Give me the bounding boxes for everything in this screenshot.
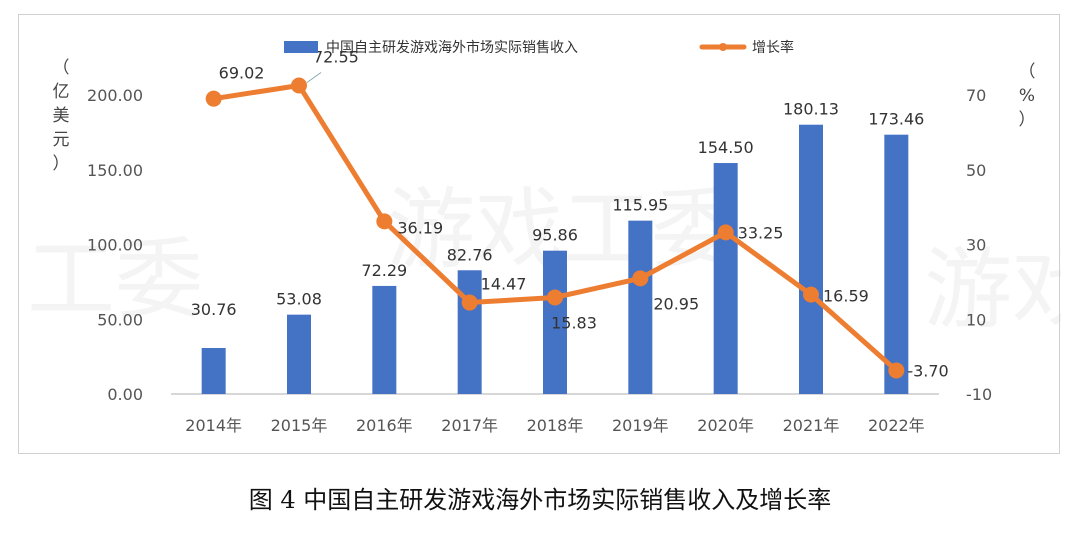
bar-7	[713, 163, 738, 394]
growth-rate-point-8	[803, 286, 819, 303]
bar-9	[884, 134, 909, 394]
growth-value-label: -3.70	[907, 361, 948, 380]
right-axis-title-char: ）	[1019, 110, 1036, 130]
growth-rate-point-6	[632, 270, 649, 287]
bar-value-label: 30.76	[191, 300, 237, 319]
left-axis-tick-label: 150.00	[87, 161, 143, 180]
bar-value-label: 72.29	[361, 261, 407, 280]
bar-value-label: 82.76	[447, 245, 493, 264]
right-axis-tick-label: -10	[966, 385, 992, 404]
growth-rate-point-9	[888, 362, 905, 379]
growth-value-label: 33.25	[738, 223, 784, 242]
x-axis-category-label: 2020年	[697, 416, 754, 435]
growth-rate-point-7	[717, 224, 734, 241]
growth-rate-point-2	[291, 77, 307, 94]
growth-rate-point-3	[376, 213, 393, 230]
x-axis-category-label: 2014年	[185, 416, 242, 435]
bar-value-label: 173.46	[868, 110, 924, 129]
left-axis-tick-label: 0.00	[107, 385, 143, 404]
left-axis-title-char: ）	[53, 154, 70, 174]
figure-caption: 图 4 中国自主研发游戏海外市场实际销售收入及增长率	[248, 486, 832, 514]
bar-5	[543, 250, 567, 394]
x-axis-category-label: 2019年	[612, 416, 669, 435]
left-axis-tick-label: 200.00	[87, 86, 143, 105]
growth-value-label: 16.59	[823, 287, 869, 306]
left-axis-title-char: 美	[53, 106, 70, 126]
right-axis-title-char: %	[1019, 86, 1035, 106]
left-axis-title-char: 亿	[53, 82, 70, 102]
bar-4	[457, 270, 482, 394]
bar-value-label: 115.95	[612, 196, 668, 215]
bar-value-label: 53.08	[276, 290, 322, 309]
x-axis-category-label: 2022年	[868, 416, 925, 435]
x-axis-category-label: 2018年	[527, 416, 584, 435]
growth-value-label: 20.95	[653, 294, 699, 313]
right-axis-tick-label: 70	[966, 86, 986, 105]
legend-line-label: 增长率	[752, 39, 794, 56]
chart-frame: 工委 游戏工委 游戏 0.00 50.00 100.00 150.00 200.00 -10 10…	[18, 14, 1061, 454]
bar-3	[372, 285, 397, 394]
right-axis-title-char: （	[1019, 62, 1036, 82]
bar-1	[201, 348, 226, 394]
growth-value-label: 36.19	[397, 218, 443, 237]
legend-bar-label: 中国自主研发游戏海外市场实际销售收入	[326, 39, 578, 56]
x-axis-category-label: 2016年	[356, 416, 413, 435]
x-axis-category-label: 2021年	[783, 416, 840, 435]
bar-6	[628, 220, 653, 394]
growth-value-label: 15.83	[551, 313, 597, 332]
right-axis-tick-label: 30	[966, 236, 986, 255]
left-axis-tick-label: 50.00	[97, 310, 143, 329]
growth-rate-point-5	[547, 289, 563, 306]
left-axis-title-char: （	[53, 58, 70, 78]
right-axis-tick-label: 50	[966, 161, 986, 180]
x-axis-category-label: 2015年	[271, 416, 328, 435]
chart-svg: 工委 游戏工委游戏0.0050.00100.00150.00200.00-1010…	[27, 39, 1061, 435]
growth-value-label: 69.02	[219, 64, 265, 83]
growth-value-label: 72.55	[313, 47, 359, 66]
left-axis-tick-label: 100.00	[87, 236, 143, 255]
right-axis-tick-label: 10	[966, 310, 986, 329]
left-axis-title-char: 元	[53, 130, 70, 150]
bar-value-label: 95.86	[532, 226, 578, 245]
watermark-text: 工委	[27, 228, 203, 331]
watermark-text: 游戏	[924, 238, 1061, 341]
x-axis-category-label: 2017年	[441, 416, 498, 435]
bar-value-label: 154.50	[698, 138, 754, 157]
bar-value-label: 180.13	[783, 100, 839, 119]
growth-value-label: 14.47	[481, 275, 527, 294]
growth-rate-point-4	[461, 294, 478, 311]
legend-bar-swatch	[284, 41, 318, 53]
bar-8	[799, 124, 823, 394]
growth-rate-point-1	[205, 90, 222, 107]
bar-2	[287, 314, 311, 394]
label-leader-line	[306, 72, 322, 83]
legend-line-marker	[719, 43, 727, 51]
